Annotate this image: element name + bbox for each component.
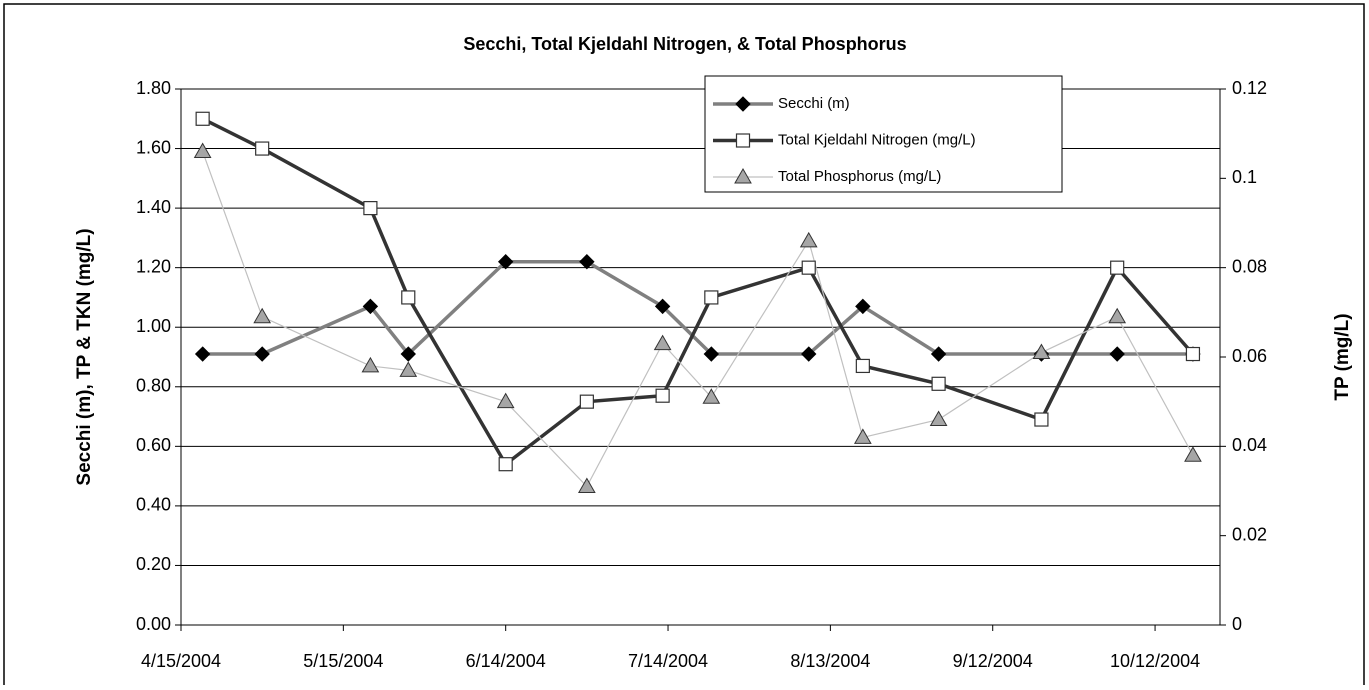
y-tick-label: 1.20 [136,256,171,276]
legend-label: Total Phosphorus (mg/L) [778,168,941,185]
y-tick-label: 1.00 [136,316,171,336]
marker [577,477,596,494]
chart-title: Secchi, Total Kjeldahl Nitrogen, & Total… [463,34,906,54]
series-line [202,259,1193,357]
x-tick-label: 9/12/2004 [953,651,1033,671]
y-tick-label: 0.20 [136,554,171,574]
marker [193,142,212,159]
marker [194,346,211,362]
legend-label: Secchi (m) [778,95,850,112]
y2-tick-label: 0.02 [1232,524,1267,544]
marker [799,231,818,248]
marker [801,346,817,362]
y-tick-label: 0.60 [136,435,171,455]
marker [1034,412,1049,427]
x-tick-label: 4/15/2004 [141,651,221,671]
y2-tick-label: 0.12 [1232,78,1267,98]
x-tick-label: 10/12/2004 [1110,651,1200,671]
y2-axis-title: TP (mg/L) [1332,313,1353,400]
marker [853,428,872,444]
x-tick-label: 5/15/2004 [303,651,383,671]
series-line [202,151,1194,488]
marker [363,201,378,216]
marker [702,388,721,404]
marker [653,334,672,351]
marker [362,298,379,315]
y-tick-label: 1.60 [136,137,171,157]
marker [361,356,380,373]
y-tick-label: 0.80 [136,376,171,396]
marker [498,457,513,472]
marker [655,388,670,403]
marker [579,254,595,270]
legend: Secchi (m) Total Kjeldahl Nitrogen (mg/L)… [704,75,1063,193]
y-tick-label: 1.80 [136,78,171,98]
marker [931,376,946,391]
marker [254,346,270,362]
marker [1032,343,1051,360]
y2-tick-label: 0.04 [1232,435,1267,455]
legend-label: Total Kjeldahl Nitrogen (mg/L) [778,131,976,148]
marker [401,290,416,305]
y2-tick-label: 0.1 [1232,167,1257,187]
y2-tick-label: 0.06 [1232,346,1267,366]
marker [855,298,871,315]
marker [703,346,720,362]
y2-tick-label: 0.08 [1232,256,1267,276]
marker [255,141,270,156]
marker [1185,346,1201,362]
x-tick-label: 7/14/2004 [628,651,708,671]
marker [930,346,947,362]
marker [195,111,210,126]
series-line [201,117,1195,467]
marker [1184,446,1202,462]
marker [1109,346,1125,362]
marker [496,392,515,409]
marker [579,394,594,409]
marker [497,254,514,270]
marker [929,410,948,427]
marker [400,346,416,362]
chart-border [3,3,1365,690]
marker [801,260,816,275]
y-tick-label: 0.40 [136,495,171,515]
marker [399,361,418,377]
y-axis-title: Secchi (m), TP & TKN (mg/L) [74,228,95,485]
y-tick-label: 0.00 [136,614,171,634]
marker [654,298,671,315]
marker [855,358,870,374]
y-tick-label: 1.40 [136,197,171,217]
x-tick-label: 6/14/2004 [466,651,546,671]
x-tick-label: 8/13/2004 [790,651,870,671]
legend-box [704,75,1063,193]
marker [253,307,272,324]
y2-tick-label: 0 [1232,614,1242,634]
legend-marker [735,133,751,148]
legend-marker [734,167,752,184]
marker [1110,260,1125,275]
marker [1108,307,1127,324]
legend-marker [735,96,751,112]
marker [704,290,719,305]
